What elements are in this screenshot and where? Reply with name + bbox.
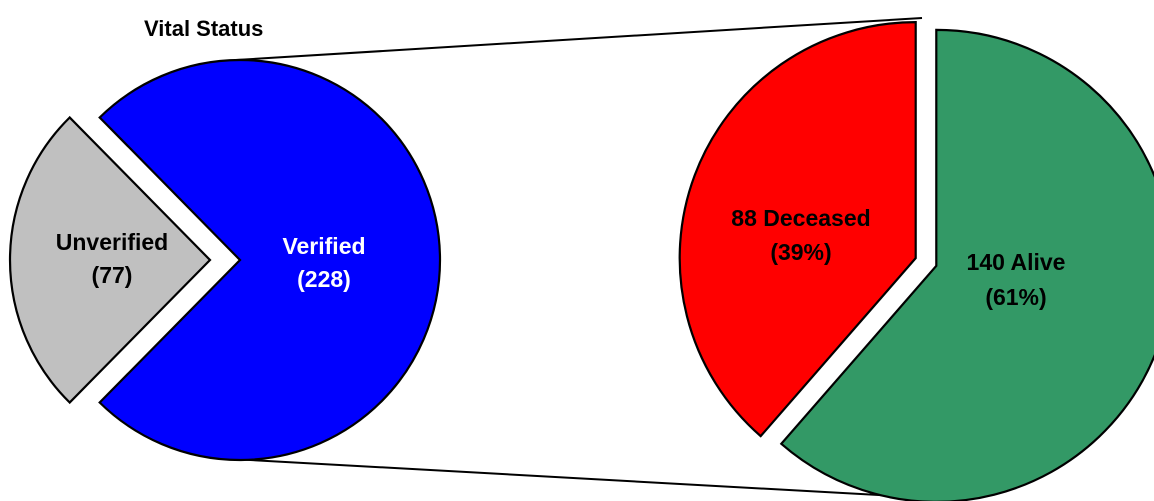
slice-label-alive: 140 Alive — [967, 249, 1066, 275]
connector-line-top — [235, 17, 923, 61]
breakdown-pie — [678, 21, 1154, 501]
main-pie — [8, 58, 442, 462]
connector-line-bottom — [231, 458, 915, 498]
slice-label-verified: Verified — [282, 233, 365, 259]
pie-slice-verified — [98, 58, 442, 462]
chart-title: Vital Status — [144, 16, 263, 41]
pie-slice-88-deceased — [678, 21, 917, 438]
connector-lines — [231, 17, 923, 498]
pie-slice-140-alive — [779, 28, 1154, 501]
slice-value-verified: (228) — [297, 266, 351, 292]
pie-slice-unverified — [8, 115, 212, 405]
slice-value-alive: (61%) — [985, 284, 1046, 310]
slice-labels: Unverified (77) Verified (228) 88 Deceas… — [56, 205, 1066, 310]
slice-value-unverified: (77) — [92, 262, 133, 288]
slice-value-deceased: (39%) — [770, 239, 831, 265]
slice-label-unverified: Unverified — [56, 229, 168, 255]
slice-label-deceased: 88 Deceased — [731, 205, 870, 231]
